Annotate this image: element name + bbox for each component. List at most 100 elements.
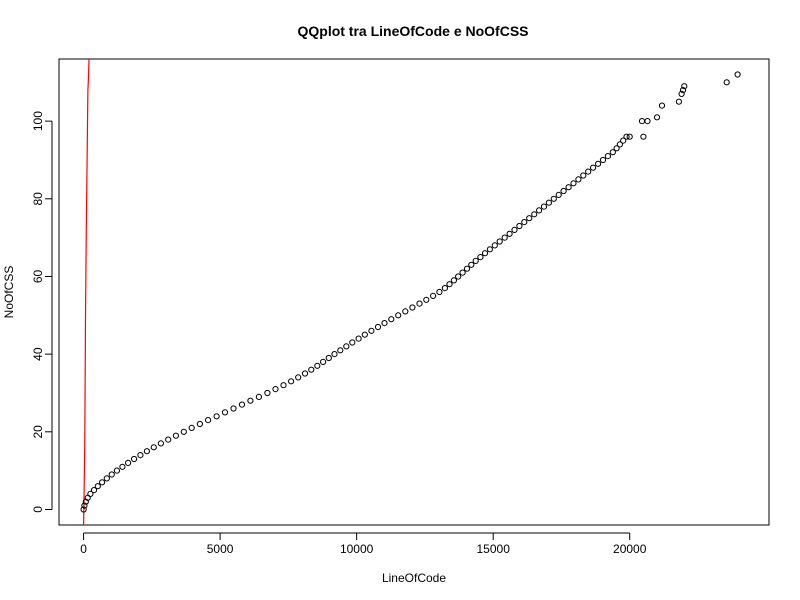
data-point: [272, 386, 279, 393]
data-point: [455, 273, 462, 280]
data-point: [506, 230, 513, 237]
data-point: [137, 452, 144, 459]
data-point: [308, 366, 315, 373]
data-point: [288, 378, 295, 385]
data-point: [374, 323, 382, 331]
data-point: [623, 133, 630, 140]
data-point: [477, 254, 484, 261]
data-point: [247, 397, 254, 404]
y-tick-label: 0: [31, 506, 45, 513]
data-point: [381, 320, 388, 327]
y-tick-label: 20: [31, 425, 45, 439]
data-point: [301, 370, 309, 377]
y-tick-label: 100: [31, 111, 45, 131]
data-point: [575, 176, 582, 183]
reference-line: [83, 58, 90, 526]
data-point: [213, 413, 220, 420]
data-point: [221, 409, 229, 416]
data-point: [511, 226, 518, 233]
x-tick-label: 15000: [477, 542, 511, 556]
data-point: [459, 269, 466, 276]
x-tick-label: 5000: [207, 542, 234, 556]
data-point: [640, 133, 647, 140]
data-point: [368, 327, 375, 334]
data-point: [658, 102, 666, 109]
data-point: [501, 234, 508, 241]
data-point: [472, 257, 479, 264]
data-point: [644, 118, 651, 125]
data-point: [653, 114, 661, 121]
reference-line-group: [83, 58, 90, 526]
data-point: [723, 79, 730, 86]
data-point: [81, 502, 88, 509]
data-point: [402, 308, 409, 315]
data-point: [188, 424, 195, 431]
x-tick-label: 0: [80, 542, 87, 556]
data-point: [320, 358, 327, 365]
data-point: [131, 455, 138, 463]
data-point: [94, 483, 101, 490]
data-point: [616, 141, 624, 148]
x-axis: 0 5000 10000 15000 20000: [80, 532, 647, 556]
data-point: [580, 172, 587, 179]
data-point: [180, 428, 187, 435]
data-point: [165, 436, 172, 443]
data-point: [436, 288, 443, 296]
data-point: [230, 405, 237, 412]
data-point: [463, 265, 471, 272]
data-point: [430, 292, 437, 299]
x-axis-label: LineOfCode: [382, 571, 446, 585]
data-point: [143, 448, 150, 455]
data-point: [113, 467, 121, 474]
x-tick-label: 20000: [613, 542, 647, 556]
data-point: [314, 362, 321, 369]
plot-frame: [58, 58, 770, 526]
data-point: [560, 187, 567, 195]
data-point: [585, 168, 592, 175]
data-point: [678, 90, 685, 98]
data-point: [599, 156, 607, 164]
data-point: [496, 238, 503, 245]
data-point: [395, 312, 402, 319]
data-point: [295, 374, 302, 381]
x-tick-label: 10000: [340, 542, 374, 556]
data-point: [441, 285, 448, 292]
data-point: [679, 87, 687, 94]
data-point: [205, 417, 212, 424]
data-point: [238, 401, 246, 408]
y-axis-label: NoOfCSS: [2, 266, 16, 319]
data-point: [172, 432, 179, 439]
data-point: [550, 195, 557, 202]
data-points: [80, 71, 741, 513]
data-point: [409, 304, 416, 311]
data-point: [264, 389, 271, 397]
data-point: [536, 207, 543, 214]
data-point: [613, 145, 620, 152]
data-point: [468, 261, 475, 268]
data-point: [570, 180, 577, 187]
data-point: [626, 133, 633, 140]
data-point: [446, 281, 453, 288]
data-point: [734, 71, 741, 78]
data-point: [638, 118, 646, 125]
y-tick-label: 60: [31, 269, 45, 283]
data-point: [590, 164, 597, 171]
data-point: [103, 475, 110, 482]
data-point: [450, 277, 457, 284]
data-point: [157, 440, 164, 447]
data-point: [423, 296, 430, 303]
chart-title: QQplot tra LineOfCode e NoOfCSS: [297, 23, 528, 39]
data-point: [80, 506, 87, 513]
data-point: [343, 343, 350, 350]
data-point: [681, 83, 688, 90]
data-point: [675, 98, 683, 105]
data-point: [595, 160, 602, 167]
data-point: [545, 199, 553, 206]
data-point: [609, 149, 616, 156]
data-point: [331, 351, 338, 358]
y-tick-label: 80: [31, 192, 45, 206]
data-point: [565, 184, 572, 191]
y-axis: 0 20 40 60 80 100: [31, 111, 53, 513]
data-point: [481, 250, 489, 257]
